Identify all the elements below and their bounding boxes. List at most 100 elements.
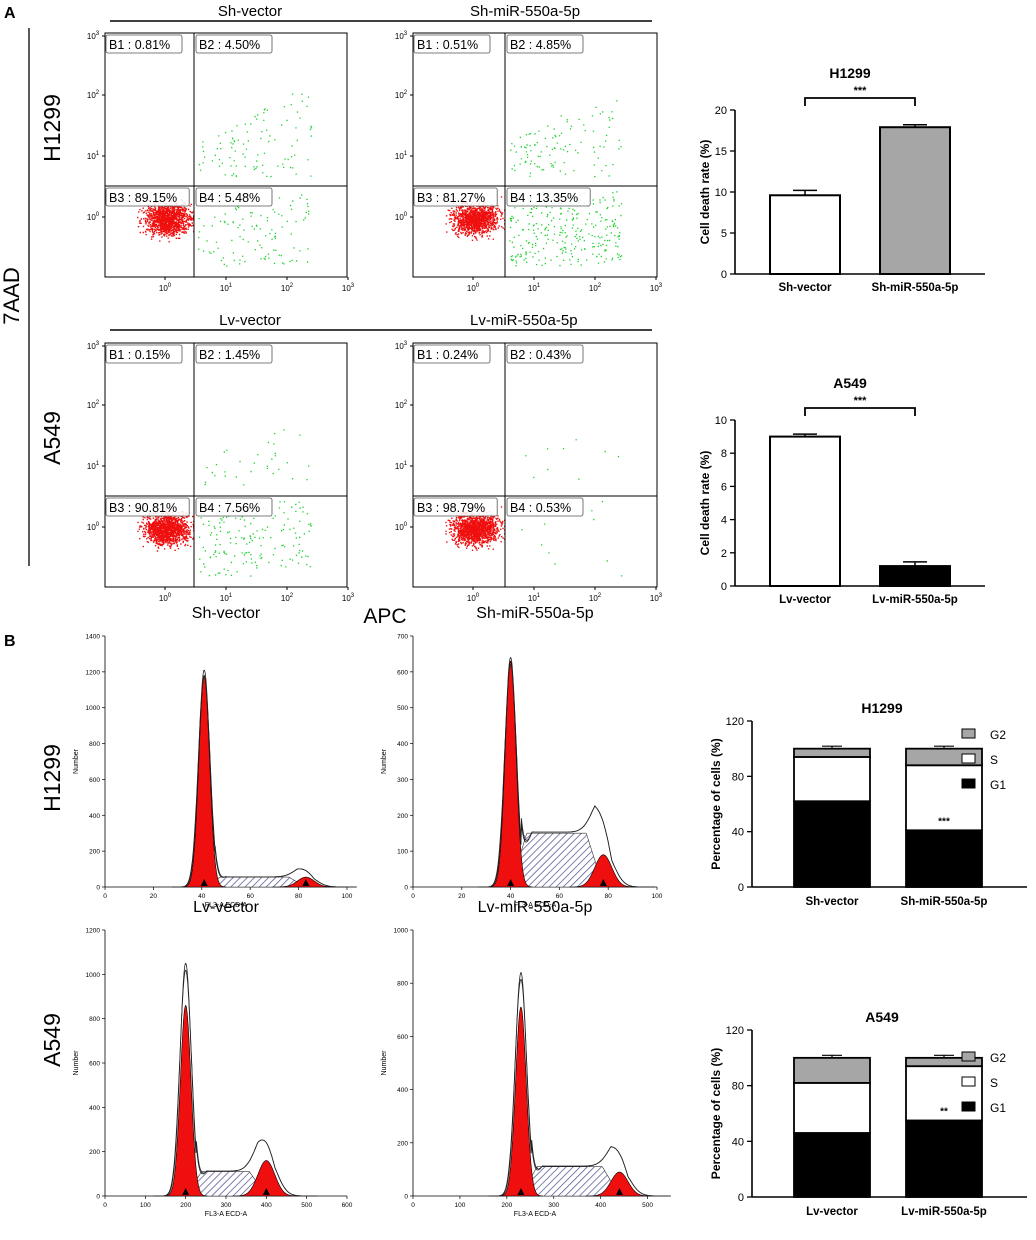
quadrant-label: B3 : 81.27% [417, 191, 485, 205]
y-tick-label: 500 [397, 705, 408, 712]
flow-x-tick-label: 103 [650, 593, 663, 603]
histogram-cc-sh-mir: 0 100 200 300 400 500 600 700 0 20 40 60 80 100 FL3-A … [381, 605, 663, 909]
red-population-dots [137, 508, 195, 552]
flow-x-tick-label: 101 [220, 593, 233, 603]
panel-label-b: B [4, 633, 16, 650]
y-tick-label: 200 [397, 1140, 408, 1147]
flow-x-tick-label: 101 [528, 593, 541, 603]
quadrant-label-box [506, 34, 584, 54]
y-tick-label: 1000 [394, 928, 409, 935]
green-population-dots [198, 93, 313, 267]
y-tick-label: 100 [397, 849, 408, 856]
category-label: Lv-miR-550a-5p [872, 594, 958, 606]
stack-segment-s [793, 1081, 871, 1134]
y-tick-label: 0 [738, 1192, 744, 1204]
flow-panel: 100 101 102 103 100 101 102 103 B1 : 0.81% B2 : 4… [87, 31, 355, 293]
flow-group-title: Lv-vector [219, 312, 281, 329]
y-tick-label: 120 [726, 716, 744, 728]
quadrant-label: B1 : 0.15% [109, 348, 170, 362]
y-tick-label: 0 [721, 269, 727, 281]
flow-y-tick-label: 101 [87, 151, 100, 161]
y-tick-label: 120 [726, 1025, 744, 1037]
flow-panel: 100 101 102 103 100 101 102 103 B1 : 0.51% B2 : 4… [395, 31, 663, 293]
flow-group-title: Sh-miR-550a-5p [470, 3, 580, 20]
bar [879, 126, 951, 275]
flow-x-tick-label: 100 [159, 593, 172, 603]
x-tick-label: 100 [140, 1202, 151, 1209]
x-tick-label: 60 [556, 893, 564, 900]
s-phase-area [185, 1171, 267, 1197]
y-tick-label: 1000 [86, 972, 101, 979]
significance-stars: *** [854, 85, 868, 97]
red-population-dots [445, 196, 506, 241]
chart-title: H1299 [861, 700, 902, 716]
x-tick-label: 500 [301, 1202, 312, 1209]
y-tick-label: 1400 [86, 634, 101, 641]
flow-x-tick-label: 102 [589, 593, 602, 603]
histogram-cc-lv-mir: 0 200 400 600 800 1000 0 100 200 300 400 500 FL3-A E… [381, 899, 671, 1218]
legend-swatch-s [961, 753, 976, 764]
legend-label: G1 [990, 778, 1006, 792]
significance-bracket [804, 407, 916, 416]
y-tick-label: 0 [96, 885, 100, 892]
y-tick-label: 40 [732, 1136, 744, 1148]
y-axis-title: Number [73, 748, 80, 774]
x-tick-label: 200 [501, 1202, 512, 1209]
y-tick-label: 800 [89, 741, 100, 748]
peak-marker [599, 879, 607, 886]
significance-stars: *** [854, 395, 868, 407]
category-label: Sh-miR-550a-5p [901, 896, 988, 908]
flow-x-tick-label: 103 [342, 593, 355, 603]
stack-segment-g2 [793, 747, 871, 758]
y-axis-title: Percentage of cells (%) [709, 738, 723, 869]
y-tick-label: 40 [732, 827, 744, 839]
y-tick-label: 0 [404, 1194, 408, 1201]
x-tick-label: 20 [150, 893, 158, 900]
green-population-dots [509, 100, 623, 267]
stack-segment-s [905, 764, 983, 832]
g1-peak [182, 674, 226, 888]
bar [769, 194, 841, 275]
red-population-dots [137, 199, 195, 243]
peak-marker [302, 879, 310, 886]
legend-label: G1 [990, 1101, 1006, 1115]
histogram-cc-sh-vector: 0 200 400 600 800 1000 1200 1400 0 20 40 60 80 100 FL3… [73, 605, 357, 909]
x-tick-label: 300 [548, 1202, 559, 1209]
y-tick-label: 600 [89, 1061, 100, 1068]
category-label: Sh-miR-550a-5p [872, 282, 959, 294]
y-tick-label: 80 [732, 771, 744, 783]
flow-y-tick-label: 100 [87, 212, 100, 222]
flow-x-tick-label: 102 [589, 283, 602, 293]
x-tick-label: 0 [411, 1202, 415, 1209]
peak-marker [182, 1188, 190, 1195]
peak-marker [615, 1188, 623, 1195]
flow-y-tick-label: 103 [395, 341, 408, 351]
x-tick-label: 60 [247, 893, 255, 900]
y-axis-title: Cell death rate (%) [698, 451, 712, 556]
x-tick-label: 100 [454, 1202, 465, 1209]
category-label: Lv-vector [806, 1206, 858, 1218]
stack-segment-g1 [793, 800, 871, 888]
flow-dots [137, 93, 313, 267]
g1-peak [498, 1006, 543, 1197]
panel-label-a: A [4, 5, 16, 22]
y-tick-label: 300 [397, 777, 408, 784]
quadrant-label: B4 : 7.56% [199, 501, 260, 515]
quadrant-label-box [506, 187, 591, 207]
bar-chart-death-h1299: 0 5 10 15 20 Cell death rate (%) H1299 Sh-vecto… [698, 65, 985, 294]
quadrant-label-box [195, 187, 273, 207]
peak-marker [200, 879, 208, 886]
y-tick-label: 4 [721, 515, 727, 527]
quadrant-label: B4 : 5.48% [199, 191, 260, 205]
x-tick-label: 400 [595, 1202, 606, 1209]
y-tick-label: 0 [96, 1194, 100, 1201]
flow-plot-frame [412, 32, 658, 278]
y-tick-label: 15 [715, 146, 727, 158]
quadrant-label-box [506, 344, 584, 364]
quadrant-label: B3 : 90.81% [109, 501, 177, 515]
